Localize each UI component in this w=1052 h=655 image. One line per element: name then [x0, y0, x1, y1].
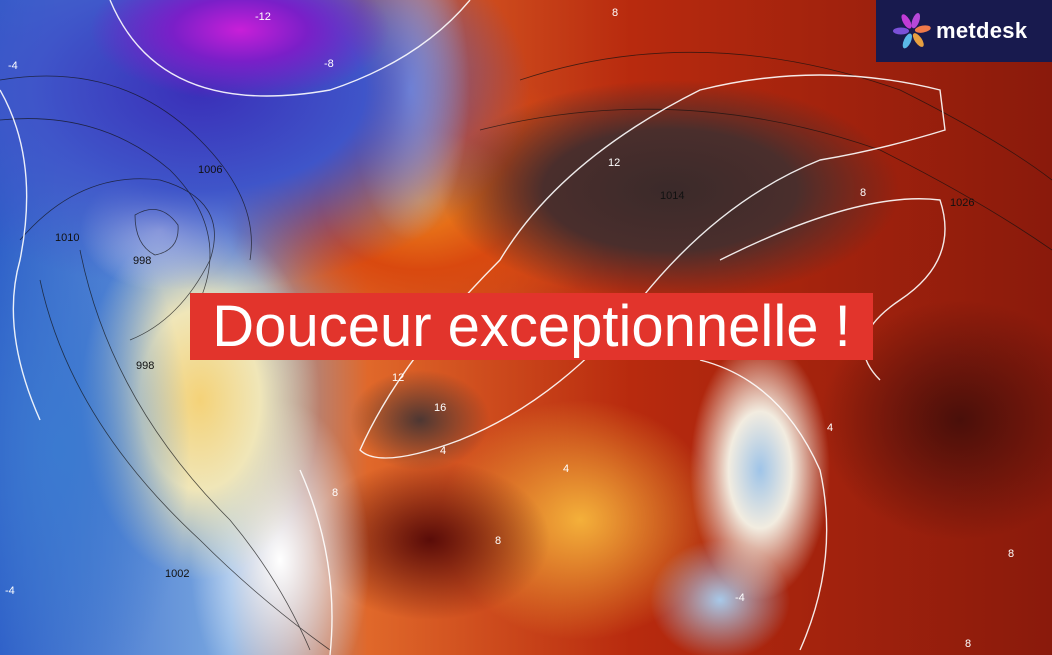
isobar-label: 1002	[165, 568, 190, 580]
isotherm-label: -4	[8, 60, 18, 72]
isotherm-label: 8	[1008, 548, 1015, 560]
isobar-label: 998	[133, 255, 152, 267]
isobar-label: 998	[136, 360, 155, 372]
isobar-label: 1014	[660, 190, 685, 202]
isotherm-label: 8	[965, 638, 972, 650]
isotherm-label: 12	[608, 157, 621, 169]
isobar-label: 1026	[950, 197, 975, 209]
headline-banner: Douceur exceptionnelle !	[190, 293, 873, 360]
isotherm-label: -12	[255, 11, 271, 23]
isotherm-label: -4	[735, 592, 745, 604]
isobar-label: 1010	[55, 232, 80, 244]
isotherm-label: 16	[434, 402, 447, 414]
logo-flower-icon	[893, 13, 931, 49]
isotherm-label: -8	[324, 58, 334, 70]
logo-text: metdesk	[936, 18, 1028, 43]
metdesk-logo: metdesk	[876, 0, 1052, 62]
isotherm-label: 8	[860, 187, 867, 199]
isotherm-label: 4	[440, 445, 447, 457]
isotherm-label: 8	[612, 7, 619, 19]
isotherm-label: 8	[332, 487, 339, 499]
isotherm-label: 8	[495, 535, 502, 547]
isotherm-label: -4	[5, 585, 15, 597]
isobar-label: 1006	[198, 164, 223, 176]
isotherm-label: 12	[392, 372, 405, 384]
isotherm-label: 4	[563, 463, 570, 475]
isotherm-label: 4	[827, 422, 834, 434]
